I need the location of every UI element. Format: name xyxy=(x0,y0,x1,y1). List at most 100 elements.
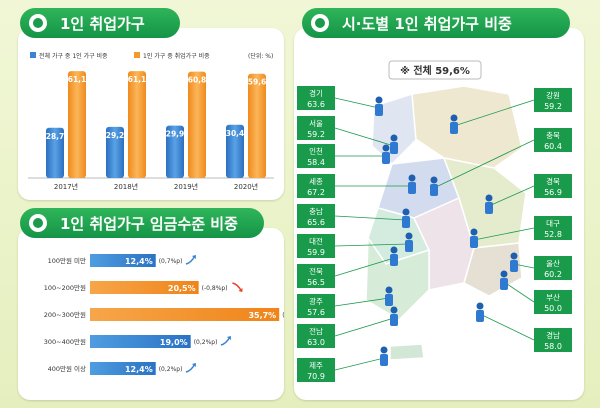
trend-up-icon xyxy=(226,336,231,340)
person-icon xyxy=(382,144,390,152)
person-icon xyxy=(476,302,484,310)
region-value: 59.2 xyxy=(544,102,562,111)
region-name: 강원 xyxy=(546,90,560,100)
change-label: (0,2%p) xyxy=(194,339,218,346)
bar-employed-household xyxy=(68,71,86,178)
change-label: (-0,3%p) xyxy=(282,312,284,319)
region-shape-jeju xyxy=(389,343,425,361)
region-label-box xyxy=(297,234,335,258)
region-value: 67.2 xyxy=(307,188,325,197)
leader-line xyxy=(334,317,395,337)
region-label-box xyxy=(534,128,572,152)
leader-line xyxy=(503,281,535,303)
region-value: 56.5 xyxy=(307,278,325,287)
bar-value-label: 12,4% xyxy=(125,257,153,266)
bar-single-household xyxy=(226,124,244,178)
region-name: 충북 xyxy=(546,131,560,140)
leader-line xyxy=(334,357,385,371)
region-name: 제주 xyxy=(309,361,323,370)
bar-value-label: 19,0% xyxy=(160,338,188,347)
region-label-box xyxy=(297,86,335,110)
person-icon xyxy=(408,174,416,182)
leader-line xyxy=(334,257,395,277)
region-value: 59.9 xyxy=(307,248,325,257)
person-icon xyxy=(380,346,388,354)
legend-swatch-orange xyxy=(134,52,140,58)
region-value: 59.2 xyxy=(307,130,325,139)
region-name: 전북 xyxy=(309,266,323,276)
legend-label: 1인 가구 중 취업가구 비중 xyxy=(143,52,210,60)
person-icon xyxy=(485,194,493,202)
region-name: 부산 xyxy=(546,292,560,302)
bullet-icon xyxy=(29,14,47,32)
leader-line xyxy=(453,99,535,127)
person-icon xyxy=(390,254,398,266)
region-shape-jeonnam xyxy=(365,235,430,321)
person-icon xyxy=(390,134,398,142)
leader-line xyxy=(488,185,535,207)
region-value: 58.0 xyxy=(544,342,562,351)
person-icon xyxy=(380,354,388,366)
person-icon xyxy=(500,278,508,290)
person-icon xyxy=(430,184,438,196)
person-icon xyxy=(382,152,390,164)
region-value: 63.0 xyxy=(307,338,325,347)
person-icon xyxy=(405,232,413,240)
bar-single-household xyxy=(166,125,184,178)
person-icon xyxy=(510,260,518,272)
region-name: 울산 xyxy=(546,258,560,268)
legend-swatch-blue xyxy=(30,52,36,58)
leader-line xyxy=(334,215,407,221)
leader-line xyxy=(473,227,535,241)
wage-title-pill: 1인 취업가구 임금수준 비중 xyxy=(20,208,264,238)
bar-value-label: 12,4% xyxy=(125,365,153,374)
bullet-icon xyxy=(311,14,329,32)
person-icon xyxy=(405,240,413,252)
person-icon xyxy=(402,216,410,228)
person-icon xyxy=(390,246,398,254)
region-value: 60.2 xyxy=(544,270,562,279)
trend-up-icon xyxy=(191,255,196,259)
region-title-pill: 시·도별 1인 취업가구 비중 xyxy=(302,8,570,38)
bar-value-label: 20,5% xyxy=(168,284,196,293)
trend-down-icon xyxy=(238,288,243,292)
leader-line xyxy=(433,139,535,189)
person-icon xyxy=(470,228,478,236)
person-icon xyxy=(485,202,493,214)
bar-value-label: 28,7 xyxy=(46,132,65,141)
bar-value-label: 29,2 xyxy=(106,131,125,140)
change-label: (0,2%p) xyxy=(159,366,183,373)
person-icon xyxy=(476,310,484,322)
bar-single-household xyxy=(46,127,64,178)
unit-note: (단위: %) xyxy=(248,52,273,60)
change-label: (-0,8%p) xyxy=(202,285,228,292)
region-label-box xyxy=(534,174,572,198)
person-icon xyxy=(375,96,383,104)
bar-value-label: 61,1 xyxy=(68,75,87,84)
person-icon xyxy=(402,208,410,216)
person-icon xyxy=(450,122,458,134)
person-icon xyxy=(500,270,508,278)
region-value: 50.0 xyxy=(544,304,562,313)
trend-up-icon xyxy=(191,363,196,367)
region-name: 대전 xyxy=(309,236,323,246)
region-value: 60.4 xyxy=(544,142,562,151)
wage-bar xyxy=(90,335,191,348)
person-icon xyxy=(390,306,398,314)
change-label: (0,7%p) xyxy=(159,258,183,265)
region-name: 대구 xyxy=(546,219,560,228)
person-icon xyxy=(390,314,398,326)
person-icon xyxy=(390,142,398,154)
person-icon xyxy=(385,286,393,294)
region-name: 세종 xyxy=(309,177,323,186)
bar-single-household xyxy=(106,126,124,178)
x-tick-label: 2017년 xyxy=(54,182,78,191)
region-name: 인천 xyxy=(309,146,323,156)
legend-label: 전체 가구 중 1인 가구 비중 xyxy=(39,52,108,60)
region-name: 경남 xyxy=(546,330,560,340)
region-value: 65.6 xyxy=(307,218,325,227)
bar-value-label: 30,4 xyxy=(226,129,245,138)
region-title: 시·도별 1인 취업가구 비중 xyxy=(342,14,512,33)
region-label-box xyxy=(534,256,572,280)
region-name: 전남 xyxy=(309,326,323,336)
